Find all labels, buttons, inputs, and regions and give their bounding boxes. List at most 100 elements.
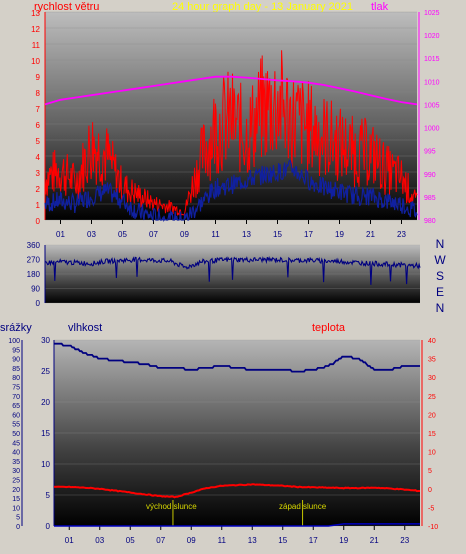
humidity-tick-label: 75 bbox=[12, 385, 20, 392]
temperature-tick-label: -10 bbox=[428, 524, 438, 531]
temperature-label: teplota bbox=[312, 322, 346, 334]
rain-tick-label: 20 bbox=[41, 398, 50, 407]
rain-line bbox=[54, 523, 420, 527]
temperature-tick-label: 40 bbox=[428, 338, 436, 345]
humidity-tick-label: 30 bbox=[12, 468, 20, 475]
rain-label: srážky bbox=[0, 322, 32, 334]
x-tick-label: 21 bbox=[370, 536, 379, 545]
humidity-tick-label: 100 bbox=[8, 338, 20, 345]
y2-tick-label: 985 bbox=[424, 195, 436, 202]
x-tick-label: 13 bbox=[248, 536, 257, 545]
dir-tick-label: 360 bbox=[27, 241, 41, 250]
y-tick-label: 3 bbox=[36, 169, 41, 178]
wind-speed-line bbox=[44, 50, 418, 217]
x-tick-label: 17 bbox=[304, 230, 313, 239]
x-tick-label: 09 bbox=[180, 230, 189, 239]
x-tick-label: 01 bbox=[56, 230, 65, 239]
y-tick-label: 13 bbox=[31, 9, 40, 18]
y-tick-label: 7 bbox=[36, 105, 41, 114]
humidity-tick-label: 10 bbox=[12, 505, 20, 512]
dir-tick-label: 0 bbox=[36, 299, 41, 308]
direction-letter: E bbox=[436, 285, 444, 299]
y-tick-label: 11 bbox=[32, 41, 41, 50]
y2-tick-label: 1005 bbox=[424, 102, 440, 109]
rain-tick-label: 10 bbox=[41, 460, 50, 469]
temperature-tick-label: 5 bbox=[428, 468, 432, 475]
y-tick-label: 0 bbox=[36, 217, 41, 226]
temperature-tick-label: 0 bbox=[428, 487, 432, 494]
temperature-tick-label: 15 bbox=[428, 431, 436, 438]
dir-tick-label: 180 bbox=[27, 270, 41, 279]
humidity-tick-label: 90 bbox=[12, 357, 20, 364]
temperature-tick-label: 20 bbox=[428, 412, 436, 419]
y2-tick-label: 1010 bbox=[424, 79, 440, 86]
temperature-tick-label: 10 bbox=[428, 450, 436, 457]
humidity-line bbox=[54, 342, 420, 373]
dir-tick-label: 270 bbox=[27, 256, 41, 265]
x-tick-label: 13 bbox=[242, 230, 251, 239]
humidity-tick-label: 85 bbox=[12, 366, 20, 373]
wind-avg-line bbox=[44, 159, 418, 223]
x-tick-label: 23 bbox=[397, 230, 406, 239]
y-tick-label: 10 bbox=[31, 57, 40, 66]
x-tick-label: 09 bbox=[187, 536, 196, 545]
x-tick-label: 05 bbox=[118, 230, 127, 239]
direction-letter: W bbox=[434, 253, 446, 267]
x-tick-label: 11 bbox=[211, 230, 220, 239]
x-tick-label: 03 bbox=[87, 230, 96, 239]
x-tick-label: 15 bbox=[273, 230, 282, 239]
temperature-tick-label: 30 bbox=[428, 375, 436, 382]
rain-tick-label: 30 bbox=[41, 336, 50, 345]
rain-tick-label: 15 bbox=[41, 429, 50, 438]
humidity-tick-label: 55 bbox=[12, 422, 20, 429]
y-tick-label: 12 bbox=[31, 25, 40, 34]
x-tick-label: 07 bbox=[149, 230, 158, 239]
sunset-label: západ slunce bbox=[279, 502, 327, 511]
humidity-tick-label: 5 bbox=[16, 515, 20, 522]
humidity-tick-label: 60 bbox=[12, 412, 20, 419]
y-tick-label: 6 bbox=[36, 121, 41, 130]
chart-title: 24 hour graph day - 13 January 2021 bbox=[172, 1, 353, 13]
humidity-tick-label: 40 bbox=[12, 450, 20, 457]
humidity-tick-label: 50 bbox=[12, 431, 20, 438]
y-tick-label: 4 bbox=[36, 153, 41, 162]
humidity-tick-label: 20 bbox=[12, 487, 20, 494]
rain-tick-label: 5 bbox=[46, 491, 51, 500]
rain-tick-label: 25 bbox=[41, 367, 50, 376]
y2-tick-label: 1000 bbox=[424, 126, 440, 133]
y2-tick-label: 1015 bbox=[424, 56, 440, 63]
humidity-label: vlhkost bbox=[68, 322, 102, 334]
pressure-label: tlak bbox=[371, 1, 389, 13]
y2-tick-label: 995 bbox=[424, 149, 436, 156]
y-tick-label: 5 bbox=[36, 137, 41, 146]
humidity-tick-label: 35 bbox=[12, 459, 20, 466]
direction-letter: S bbox=[436, 269, 444, 283]
x-tick-label: 03 bbox=[95, 536, 104, 545]
wind-direction-line bbox=[44, 256, 421, 285]
y-tick-label: 1 bbox=[36, 201, 41, 210]
humidity-tick-label: 25 bbox=[12, 478, 20, 485]
x-tick-label: 19 bbox=[339, 536, 348, 545]
humidity-tick-label: 80 bbox=[12, 375, 20, 382]
pressure-line bbox=[44, 75, 418, 106]
y2-tick-label: 990 bbox=[424, 172, 436, 179]
sunrise-label: východ slunce bbox=[146, 502, 197, 511]
x-tick-label: 19 bbox=[335, 230, 344, 239]
y-tick-label: 2 bbox=[36, 185, 41, 194]
y2-tick-label: 1020 bbox=[424, 33, 440, 40]
dir-tick-label: 90 bbox=[31, 285, 40, 294]
y2-tick-label: 1025 bbox=[424, 10, 440, 17]
x-tick-label: 05 bbox=[126, 536, 135, 545]
temperature-tick-label: -5 bbox=[428, 505, 434, 512]
x-tick-label: 17 bbox=[309, 536, 318, 545]
x-tick-label: 07 bbox=[156, 536, 165, 545]
temperature-line bbox=[53, 483, 420, 499]
rain-tick-label: 0 bbox=[46, 522, 51, 531]
direction-letter: N bbox=[436, 301, 445, 315]
humidity-tick-label: 15 bbox=[12, 496, 20, 503]
wind-speed-label: rychlost větru bbox=[34, 1, 99, 13]
x-tick-label: 15 bbox=[278, 536, 287, 545]
